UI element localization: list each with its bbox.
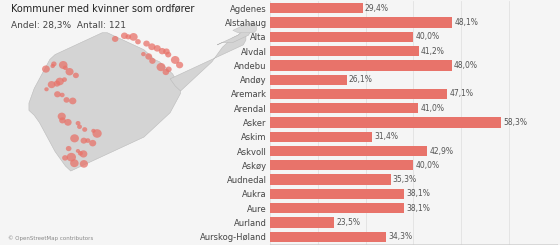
Circle shape: [48, 81, 55, 88]
Circle shape: [80, 160, 88, 168]
Circle shape: [92, 129, 102, 138]
Bar: [222, 189, 404, 199]
Circle shape: [51, 61, 57, 66]
Bar: [222, 3, 363, 13]
Text: 48,0%: 48,0%: [454, 61, 478, 70]
Circle shape: [44, 87, 49, 91]
Bar: [222, 32, 413, 42]
Text: 34,3%: 34,3%: [388, 232, 412, 241]
Circle shape: [162, 69, 169, 75]
Circle shape: [176, 62, 183, 68]
Circle shape: [135, 39, 141, 44]
Circle shape: [157, 63, 165, 71]
Circle shape: [166, 67, 172, 72]
Circle shape: [89, 140, 96, 147]
Circle shape: [69, 98, 76, 104]
Circle shape: [59, 117, 66, 123]
Circle shape: [64, 119, 72, 126]
Bar: [222, 103, 418, 113]
Circle shape: [58, 113, 66, 120]
Text: 41,0%: 41,0%: [420, 104, 444, 113]
Circle shape: [76, 149, 80, 153]
Circle shape: [54, 81, 60, 87]
Bar: [222, 203, 404, 213]
Circle shape: [81, 138, 87, 144]
Text: 40,0%: 40,0%: [416, 32, 440, 41]
Circle shape: [165, 52, 171, 58]
Circle shape: [143, 40, 150, 47]
Bar: [222, 89, 447, 99]
Bar: [222, 74, 347, 85]
Text: 35,3%: 35,3%: [393, 175, 417, 184]
Text: 58,3%: 58,3%: [503, 118, 527, 127]
Text: 29,4%: 29,4%: [365, 4, 389, 13]
Bar: [222, 46, 419, 56]
Circle shape: [42, 65, 50, 73]
Text: 38,1%: 38,1%: [406, 204, 430, 213]
Circle shape: [91, 129, 96, 133]
Polygon shape: [217, 23, 251, 45]
Bar: [222, 217, 334, 228]
Bar: [222, 132, 372, 142]
Circle shape: [149, 58, 156, 64]
Circle shape: [62, 155, 68, 161]
Text: 48,1%: 48,1%: [454, 18, 478, 27]
Polygon shape: [233, 23, 256, 33]
Circle shape: [112, 36, 118, 42]
Circle shape: [50, 64, 55, 68]
Circle shape: [76, 121, 81, 125]
Text: 40,0%: 40,0%: [416, 161, 440, 170]
Circle shape: [85, 138, 90, 143]
Circle shape: [70, 159, 78, 167]
Circle shape: [55, 78, 64, 85]
Text: 47,1%: 47,1%: [449, 89, 473, 98]
Text: 41,2%: 41,2%: [421, 47, 445, 56]
Circle shape: [80, 150, 87, 158]
Circle shape: [82, 127, 87, 132]
Text: 23,5%: 23,5%: [337, 218, 360, 227]
Text: 42,9%: 42,9%: [430, 147, 453, 156]
Circle shape: [73, 73, 79, 78]
Circle shape: [163, 49, 170, 55]
Circle shape: [59, 61, 68, 69]
Circle shape: [66, 146, 72, 151]
Bar: [222, 232, 386, 242]
Circle shape: [63, 97, 69, 103]
Circle shape: [141, 52, 146, 56]
Circle shape: [125, 34, 131, 39]
Bar: [222, 174, 391, 185]
Text: Kommuner med kvinner som ordfører: Kommuner med kvinner som ordfører: [11, 4, 194, 14]
Circle shape: [158, 48, 166, 54]
Circle shape: [63, 66, 68, 70]
Circle shape: [54, 91, 61, 97]
Circle shape: [145, 53, 152, 60]
Polygon shape: [29, 33, 180, 171]
Bar: [222, 17, 452, 28]
Text: 26,1%: 26,1%: [349, 75, 372, 84]
Bar: [222, 60, 452, 71]
Circle shape: [62, 77, 67, 82]
Circle shape: [121, 33, 128, 39]
Circle shape: [171, 56, 179, 64]
Circle shape: [78, 151, 83, 156]
Bar: [222, 160, 413, 171]
Circle shape: [148, 43, 156, 50]
Circle shape: [70, 134, 79, 142]
Circle shape: [60, 93, 64, 97]
Text: © OpenStreetMap contributors: © OpenStreetMap contributors: [8, 236, 94, 241]
Polygon shape: [170, 33, 246, 91]
Text: 38,1%: 38,1%: [406, 189, 430, 198]
Circle shape: [66, 68, 73, 75]
Circle shape: [129, 33, 138, 41]
Text: Andel: 28,3%  Antall: 121: Andel: 28,3% Antall: 121: [11, 21, 125, 30]
Bar: [222, 117, 501, 128]
Text: 31,4%: 31,4%: [374, 132, 398, 141]
Circle shape: [67, 153, 76, 161]
Circle shape: [77, 124, 82, 129]
Bar: [222, 146, 427, 156]
Circle shape: [153, 45, 161, 52]
